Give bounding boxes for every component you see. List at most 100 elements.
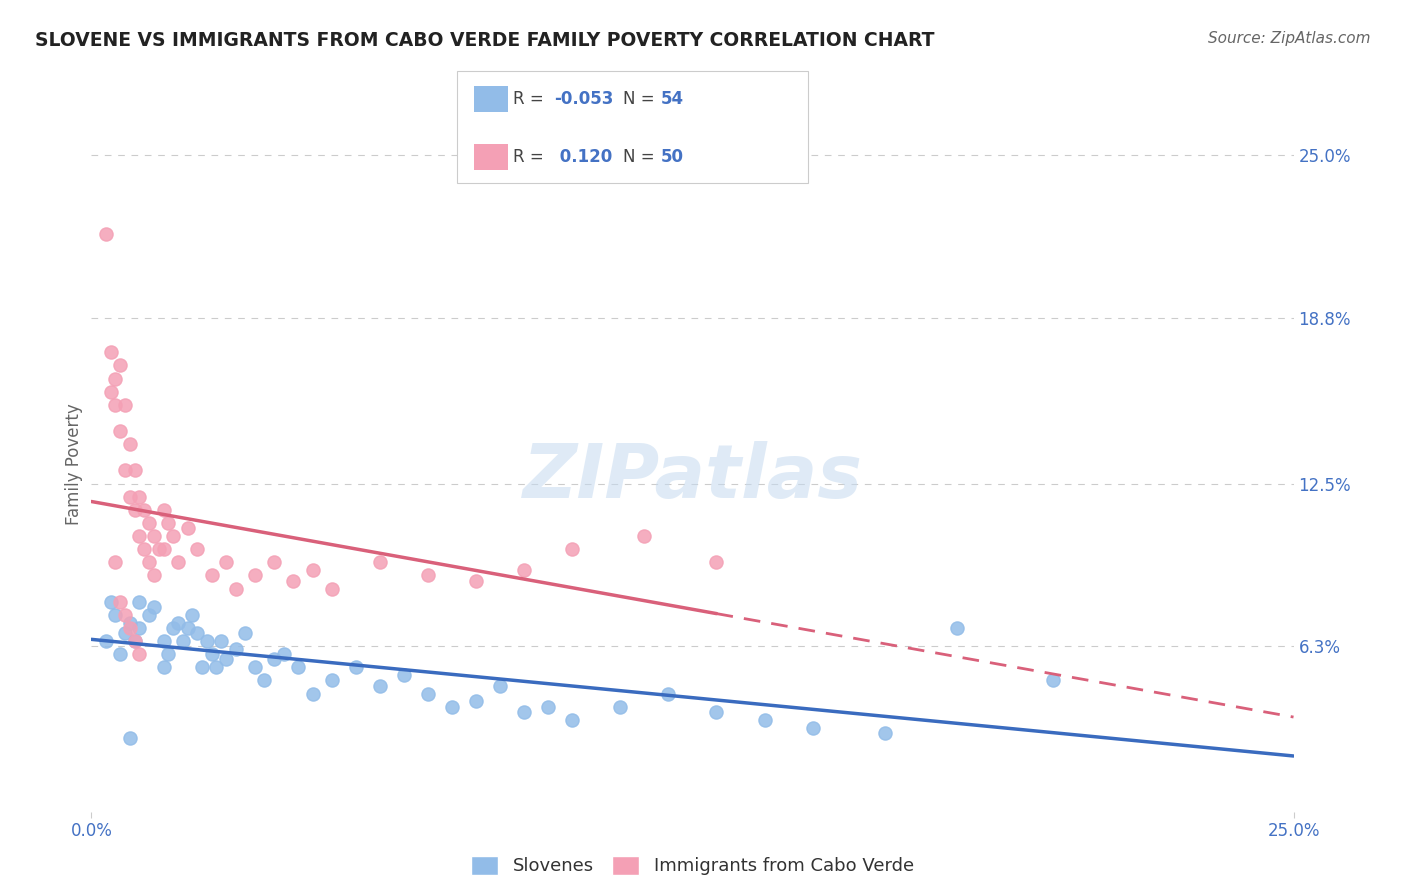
Point: [754, 713, 776, 727]
Point: [104, 371, 127, 385]
Text: 54: 54: [661, 90, 683, 108]
Text: R =: R =: [513, 148, 550, 166]
Text: 0.120: 0.120: [554, 148, 612, 166]
Point: [416, 687, 439, 701]
Point: [128, 647, 150, 661]
Point: [124, 503, 146, 517]
Point: [706, 705, 728, 719]
Point: [167, 615, 190, 630]
Text: Source: ZipAtlas.com: Source: ZipAtlas.com: [1208, 31, 1371, 46]
Point: [287, 660, 309, 674]
Point: [114, 626, 136, 640]
Point: [537, 699, 560, 714]
Point: [124, 463, 146, 477]
Point: [946, 621, 969, 635]
Point: [633, 529, 655, 543]
Point: [191, 660, 214, 674]
Point: [392, 668, 415, 682]
Point: [176, 521, 198, 535]
Point: [100, 345, 122, 359]
Point: [215, 652, 238, 666]
Text: N =: N =: [623, 90, 659, 108]
Point: [201, 568, 224, 582]
Point: [513, 563, 536, 577]
Point: [104, 607, 127, 622]
Point: [465, 574, 488, 588]
Point: [148, 542, 170, 557]
Point: [225, 642, 247, 657]
Point: [114, 398, 136, 412]
Point: [215, 555, 238, 569]
Point: [104, 398, 127, 412]
Point: [110, 595, 132, 609]
Point: [118, 490, 141, 504]
Point: [142, 599, 165, 614]
Point: [118, 437, 141, 451]
Point: [138, 516, 160, 530]
Point: [657, 687, 679, 701]
Point: [152, 542, 174, 557]
Point: [100, 595, 122, 609]
Point: [142, 529, 165, 543]
Point: [263, 555, 285, 569]
Point: [157, 647, 180, 661]
Point: [152, 634, 174, 648]
Point: [124, 634, 146, 648]
Point: [114, 607, 136, 622]
Point: [561, 713, 583, 727]
Point: [201, 647, 224, 661]
Point: [209, 634, 232, 648]
Point: [489, 679, 512, 693]
Point: [273, 647, 295, 661]
Point: [124, 634, 146, 648]
Text: N =: N =: [623, 148, 659, 166]
Point: [801, 721, 824, 735]
Point: [416, 568, 439, 582]
Point: [368, 555, 391, 569]
Point: [110, 647, 132, 661]
Point: [186, 626, 208, 640]
Point: [253, 673, 276, 688]
Y-axis label: Family Poverty: Family Poverty: [65, 403, 83, 524]
Point: [118, 615, 141, 630]
Point: [100, 384, 122, 399]
Point: [118, 621, 141, 635]
Legend: Slovenes, Immigrants from Cabo Verde: Slovenes, Immigrants from Cabo Verde: [464, 849, 921, 883]
Point: [321, 673, 343, 688]
Point: [110, 359, 132, 373]
Point: [344, 660, 367, 674]
Point: [128, 621, 150, 635]
Point: [440, 699, 463, 714]
Point: [152, 503, 174, 517]
Point: [134, 542, 156, 557]
Point: [368, 679, 391, 693]
Point: [609, 699, 631, 714]
Point: [561, 542, 583, 557]
Point: [167, 555, 190, 569]
Point: [243, 660, 266, 674]
Point: [195, 634, 218, 648]
Point: [225, 582, 247, 596]
Point: [138, 555, 160, 569]
Point: [142, 568, 165, 582]
Point: [465, 694, 488, 708]
Text: R =: R =: [513, 90, 550, 108]
Point: [301, 563, 323, 577]
Point: [134, 503, 156, 517]
Point: [157, 516, 180, 530]
Point: [233, 626, 256, 640]
Point: [162, 529, 184, 543]
Text: -0.053: -0.053: [554, 90, 613, 108]
Point: [873, 726, 896, 740]
Point: [162, 621, 184, 635]
Point: [321, 582, 343, 596]
Point: [706, 555, 728, 569]
Point: [110, 424, 132, 438]
Point: [128, 529, 150, 543]
Point: [176, 621, 198, 635]
Point: [513, 705, 536, 719]
Text: 50: 50: [661, 148, 683, 166]
Point: [128, 490, 150, 504]
Point: [205, 660, 228, 674]
Point: [94, 227, 117, 241]
